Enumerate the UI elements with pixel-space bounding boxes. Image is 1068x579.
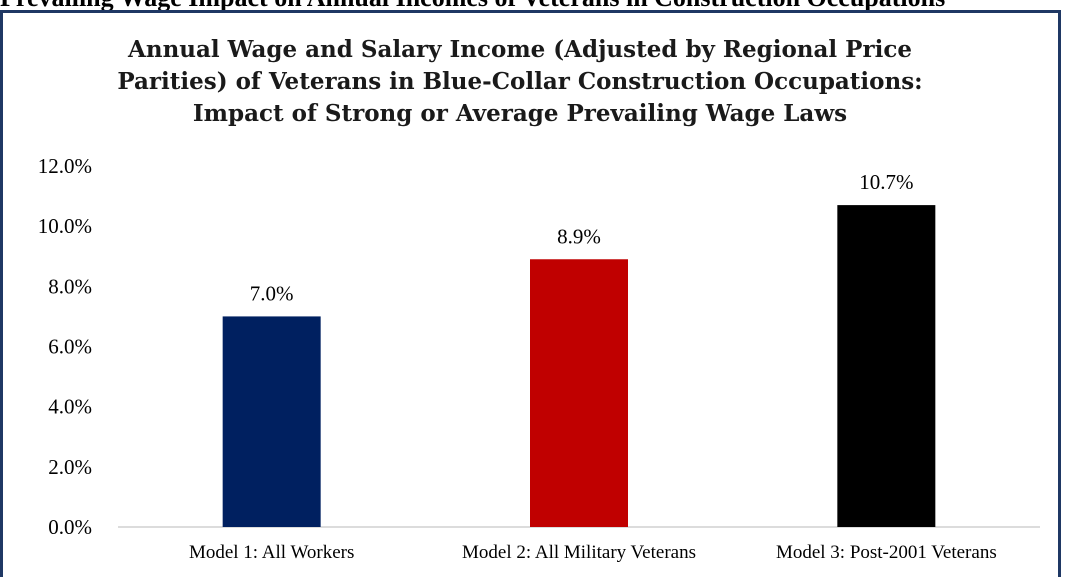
chart-frame: [0, 10, 1061, 577]
bar-2: [530, 259, 628, 527]
x-tick-label-2: Model 2: All Military Veterans: [462, 542, 696, 563]
y-tick-label: 0.0%: [48, 515, 92, 539]
x-tick-label-3: Model 3: Post-2001 Veterans: [776, 542, 997, 563]
bar-3: [837, 205, 936, 527]
y-tick-label: 8.0%: [48, 274, 92, 298]
bar-1: [222, 316, 321, 527]
data-label-1: 7.0%: [250, 281, 294, 305]
data-label-3: 10.7%: [859, 170, 913, 194]
chart-title: Annual Wage and Salary Income (Adjusted …: [100, 34, 940, 130]
y-tick-label: 12.0%: [38, 154, 92, 178]
chart-title-line-3: Impact of Strong or Average Prevailing W…: [192, 100, 848, 127]
y-tick-label: 4.0%: [48, 395, 92, 419]
y-tick-label: 10.0%: [38, 214, 92, 238]
chart-title-line-2: Parities) of Veterans in Blue-Collar Con…: [117, 68, 923, 95]
y-tick-label: 6.0%: [48, 335, 92, 359]
x-tick-label-1: Model 1: All Workers: [189, 542, 354, 563]
data-label-2: 8.9%: [557, 224, 601, 248]
document-caption: Prevailing Wage Impact on Annual Incomes…: [0, 0, 1068, 10]
chart-title-line-1: Annual Wage and Salary Income (Adjusted …: [128, 36, 912, 63]
y-tick-label: 2.0%: [48, 455, 92, 479]
